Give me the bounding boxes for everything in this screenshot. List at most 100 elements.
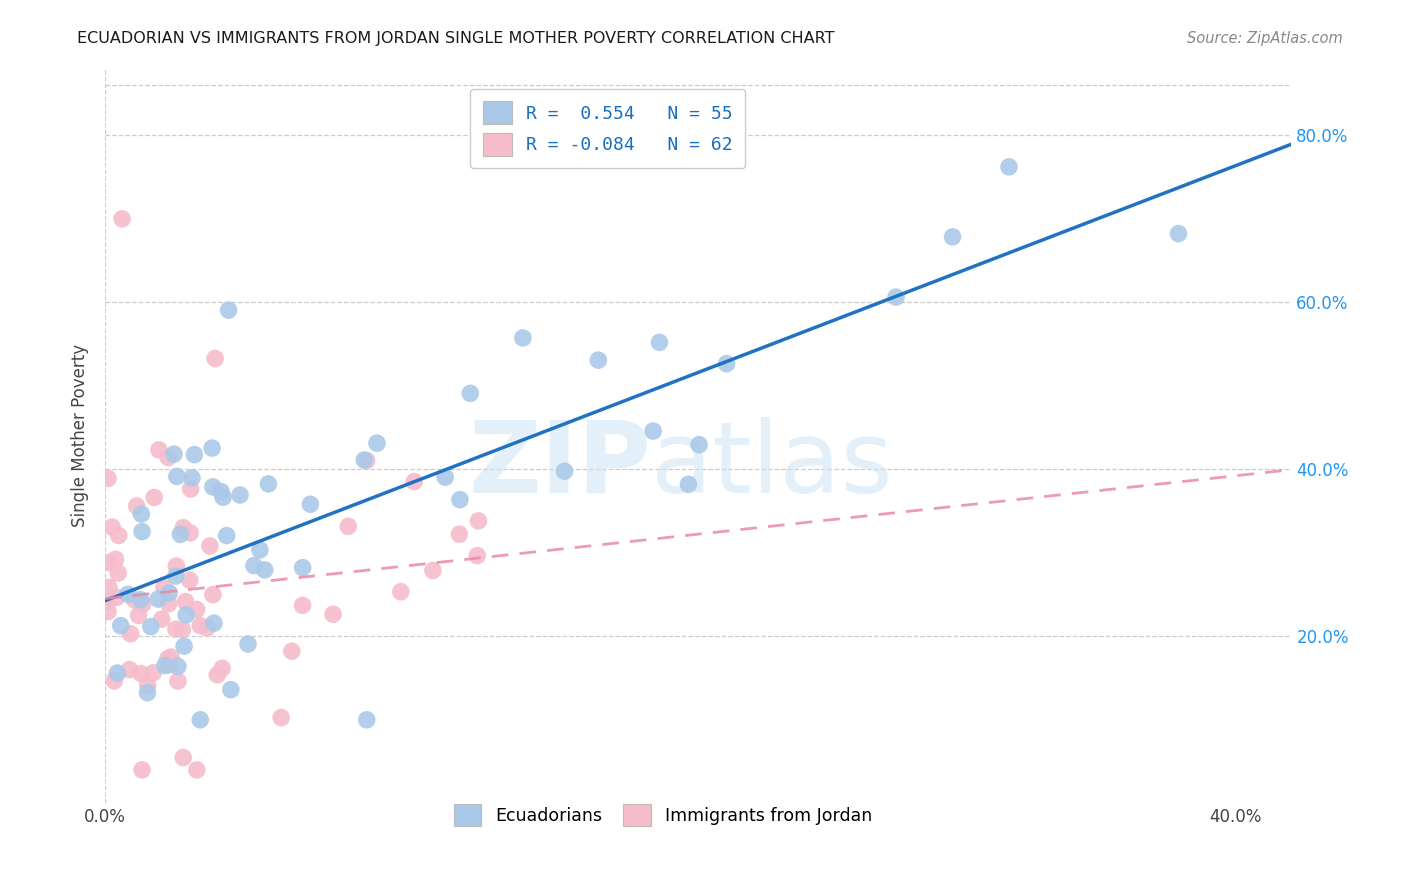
Point <box>97 580 120 594</box>
Point <box>136 686 159 700</box>
Point <box>131 763 153 777</box>
Point <box>131 507 153 521</box>
Point <box>201 480 224 494</box>
Point <box>131 524 153 539</box>
Point <box>188 713 211 727</box>
Point <box>156 651 179 665</box>
Point <box>180 482 202 496</box>
Point <box>101 520 124 534</box>
Point <box>166 674 188 689</box>
Y-axis label: Single Mother Poverty: Single Mother Poverty <box>72 344 89 527</box>
Point <box>229 488 252 502</box>
Point <box>212 490 235 504</box>
Point <box>167 659 190 673</box>
Point <box>165 569 187 583</box>
Point <box>153 580 176 594</box>
Text: atlas: atlas <box>651 417 893 514</box>
Point <box>157 586 180 600</box>
Point <box>148 442 170 457</box>
Point <box>117 587 139 601</box>
Point <box>648 335 671 350</box>
Point <box>209 484 232 499</box>
Point <box>163 447 186 461</box>
Point <box>195 621 218 635</box>
Point <box>434 470 457 484</box>
Point <box>389 584 412 599</box>
Point <box>142 665 165 680</box>
Point <box>103 673 125 688</box>
Point <box>198 539 221 553</box>
Point <box>201 588 224 602</box>
Point <box>243 558 266 573</box>
Point <box>153 658 176 673</box>
Point <box>204 351 226 366</box>
Point <box>172 521 194 535</box>
Point <box>181 471 204 485</box>
Point <box>281 644 304 658</box>
Point <box>716 357 738 371</box>
Point <box>207 668 229 682</box>
Point <box>337 519 360 533</box>
Point <box>132 597 155 611</box>
Point <box>356 713 378 727</box>
Point <box>202 616 225 631</box>
Point <box>165 622 187 636</box>
Point <box>174 594 197 608</box>
Point <box>188 618 211 632</box>
Point <box>465 549 488 563</box>
Point <box>643 424 665 438</box>
Text: Source: ZipAtlas.com: Source: ZipAtlas.com <box>1187 31 1343 46</box>
Point <box>125 499 148 513</box>
Point <box>236 637 259 651</box>
Point <box>322 607 344 622</box>
Legend: Ecuadorians, Immigrants from Jordan: Ecuadorians, Immigrants from Jordan <box>444 796 880 835</box>
Point <box>172 750 194 764</box>
Point <box>1167 227 1189 241</box>
Point <box>139 619 162 633</box>
Point <box>157 450 180 465</box>
Point <box>169 527 191 541</box>
Point <box>458 386 481 401</box>
Point <box>678 477 700 491</box>
Point <box>107 566 129 580</box>
Point <box>120 627 142 641</box>
Text: ZIP: ZIP <box>468 417 651 514</box>
Point <box>107 528 129 542</box>
Point <box>356 454 378 468</box>
Point <box>97 595 120 609</box>
Point <box>353 453 375 467</box>
Point <box>449 492 471 507</box>
Point <box>183 448 205 462</box>
Point <box>688 437 710 451</box>
Point <box>136 678 159 692</box>
Point <box>449 527 471 541</box>
Point <box>186 602 208 616</box>
Point <box>150 612 173 626</box>
Point <box>588 353 610 368</box>
Text: ECUADORIAN VS IMMIGRANTS FROM JORDAN SINGLE MOTHER POVERTY CORRELATION CHART: ECUADORIAN VS IMMIGRANTS FROM JORDAN SIN… <box>77 31 835 46</box>
Point <box>97 471 120 485</box>
Point <box>148 592 170 607</box>
Point <box>422 564 444 578</box>
Point <box>404 475 426 489</box>
Point <box>219 682 242 697</box>
Point <box>366 436 388 450</box>
Point <box>143 491 166 505</box>
Point <box>201 441 224 455</box>
Point <box>249 542 271 557</box>
Point <box>998 160 1021 174</box>
Point <box>186 763 208 777</box>
Point <box>257 477 280 491</box>
Point <box>128 608 150 623</box>
Point <box>172 623 194 637</box>
Point <box>179 573 201 587</box>
Point <box>291 560 314 574</box>
Point <box>174 607 197 622</box>
Point <box>211 661 233 675</box>
Point <box>124 592 146 607</box>
Point <box>97 605 120 619</box>
Point <box>253 563 276 577</box>
Point <box>105 591 128 605</box>
Point <box>110 618 132 632</box>
Point <box>218 303 240 318</box>
